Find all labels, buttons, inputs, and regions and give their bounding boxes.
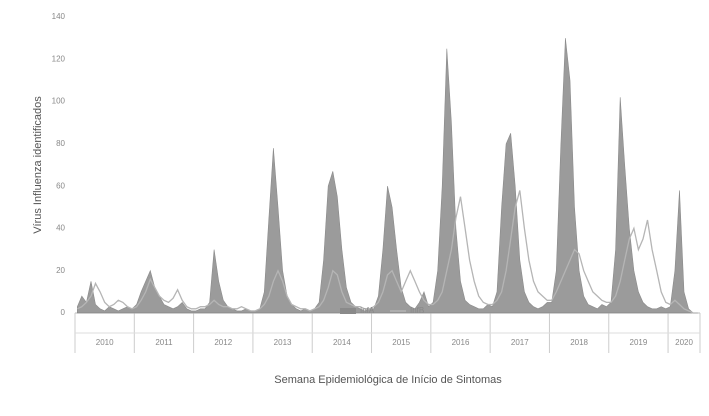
y-tick-label: 0 — [61, 308, 66, 317]
legend-label: InfB — [410, 306, 424, 315]
y-tick-label: 20 — [56, 266, 65, 275]
y-tick-label: 40 — [56, 224, 65, 233]
infb-line — [77, 190, 698, 314]
y-tick-label: 80 — [56, 139, 65, 148]
year-label: 2012 — [214, 338, 232, 347]
x-axis-title: Semana Epidemiológica de Início de Sinto… — [274, 374, 502, 386]
year-label: 2014 — [333, 338, 351, 347]
year-label: 2015 — [392, 338, 410, 347]
year-label: 2011 — [155, 338, 173, 347]
legend-swatch — [340, 308, 356, 314]
year-label: 2016 — [452, 338, 470, 347]
infa-area — [77, 38, 698, 314]
year-label: 2020 — [675, 338, 693, 347]
y-tick-label: 100 — [52, 97, 66, 106]
year-label: 2017 — [511, 338, 529, 347]
y-tick-label: 60 — [56, 181, 65, 190]
year-label: 2013 — [274, 338, 292, 347]
year-label: 2010 — [96, 338, 114, 347]
year-label: 2018 — [570, 338, 588, 347]
y-tick-label: 120 — [52, 54, 66, 63]
y-tick-label: 140 — [52, 12, 66, 21]
y-axis-title: Vírus Influenza identificados — [32, 96, 44, 234]
legend-label: InfA — [360, 306, 375, 315]
year-label: 2019 — [630, 338, 648, 347]
